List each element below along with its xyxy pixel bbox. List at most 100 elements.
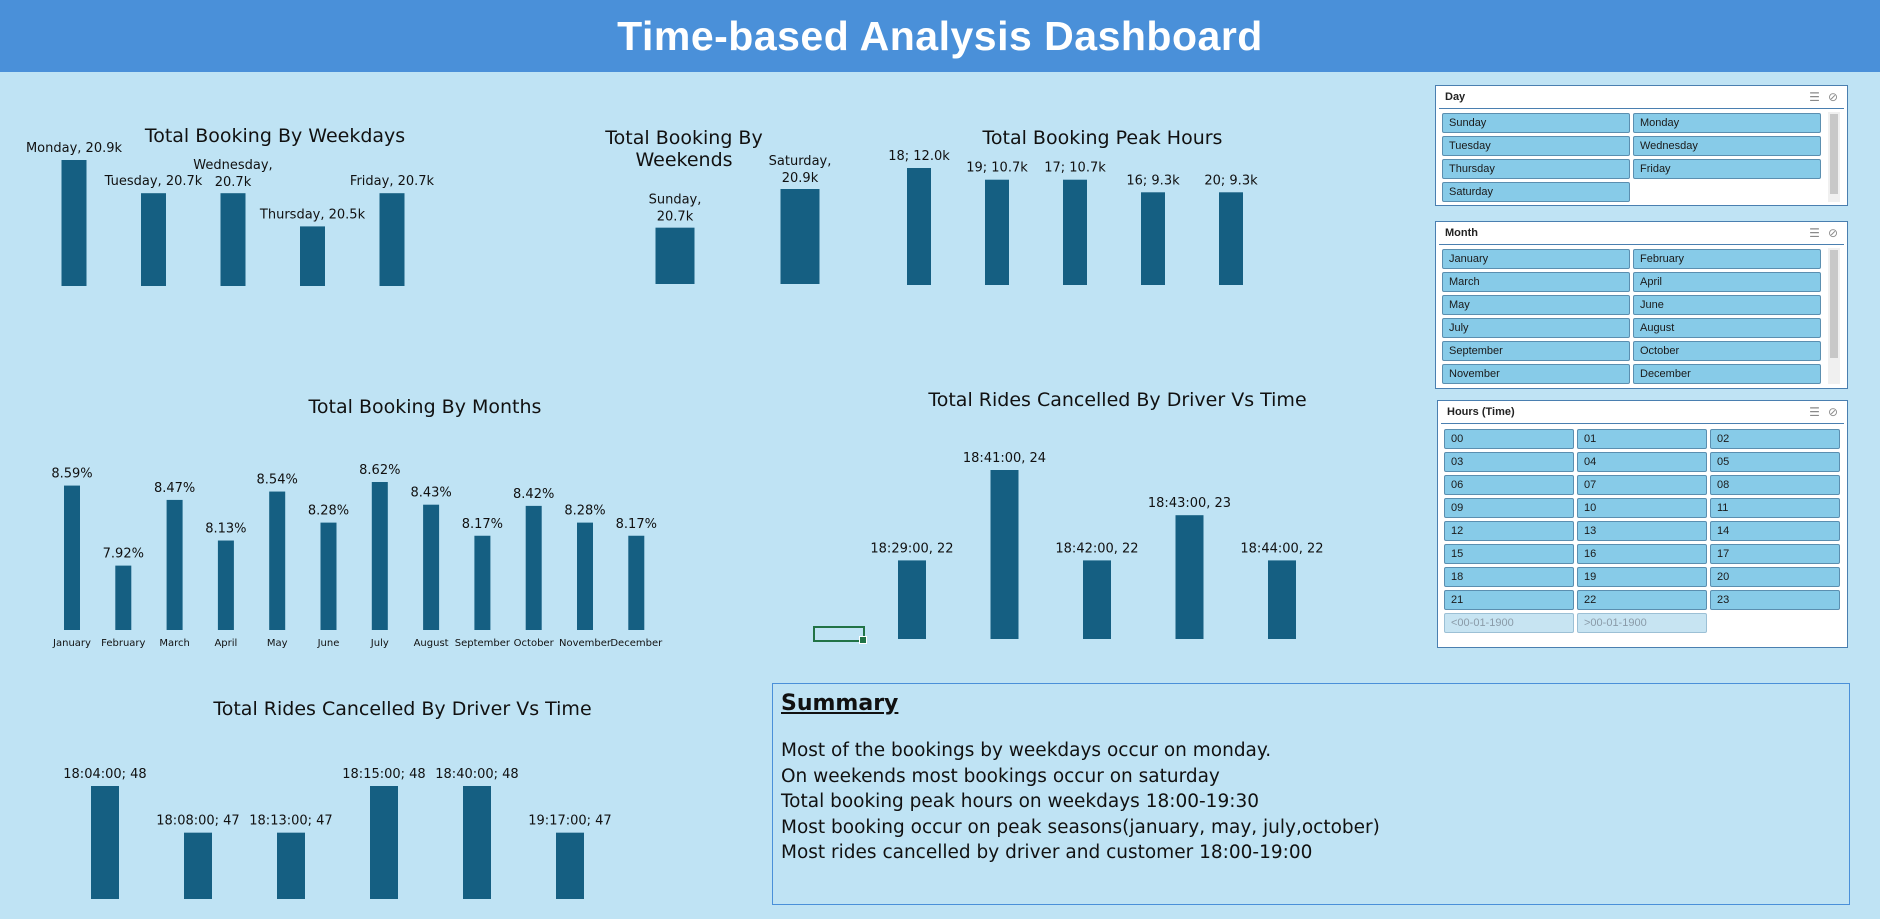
slicer-item[interactable]: 09 [1444,498,1574,518]
slicer-item[interactable]: 00 [1444,429,1574,449]
slicer-item[interactable]: 01 [1577,429,1707,449]
bar[interactable] [269,491,286,630]
slicer-item[interactable]: 02 [1710,429,1840,449]
slicer-item[interactable]: Saturday [1442,182,1630,202]
multi-select-icon[interactable]: ☰ [1809,226,1820,240]
slicer-item[interactable]: 17 [1710,544,1840,564]
slicer-item[interactable]: 07 [1577,475,1707,495]
slicer-item-disabled[interactable]: >00-01-1900 [1577,613,1707,633]
slicer-item[interactable]: 06 [1444,475,1574,495]
bar[interactable] [577,522,593,630]
slicer-item[interactable]: Wednesday [1633,136,1821,156]
bar[interactable] [898,560,926,639]
bar[interactable] [217,540,234,630]
slicer-item[interactable]: November [1442,364,1630,384]
slicer-item[interactable]: 20 [1710,567,1840,587]
slicer-item[interactable]: 13 [1577,521,1707,541]
clear-filter-icon[interactable]: ⊘ [1827,226,1838,240]
bar[interactable] [985,179,1009,285]
data-label: 20.9k [782,171,819,186]
bar[interactable] [628,535,645,630]
slicer-item[interactable]: 04 [1577,452,1707,472]
slicer-title: Month [1445,227,1478,239]
data-label: 18:44:00, 22 [1240,541,1323,556]
data-label: 8.42% [513,487,554,502]
bar[interactable] [371,482,388,630]
slicer-item[interactable]: Friday [1633,159,1821,179]
clear-filter-icon[interactable]: ⊘ [1827,405,1838,419]
bar[interactable] [525,505,542,630]
slicer-item[interactable]: 14 [1710,521,1840,541]
slicer-item[interactable]: March [1442,272,1630,292]
bar[interactable] [463,786,491,899]
slicer-title: Day [1445,91,1466,103]
multi-select-icon[interactable]: ☰ [1809,90,1820,104]
bar[interactable] [907,168,931,285]
bar[interactable] [1063,179,1087,285]
bar[interactable] [91,786,119,899]
slicer-item[interactable]: August [1633,318,1821,338]
slicer-item[interactable]: December [1633,364,1821,384]
fill-handle[interactable] [859,636,867,644]
slicer-item[interactable]: October [1633,341,1821,361]
slicer-item-disabled[interactable]: <00-01-1900 [1444,613,1574,633]
chart-cancel-driver-1: Total Rides Cancelled By Driver Vs Time … [860,389,1375,644]
slicer-item[interactable]: February [1633,249,1821,269]
bar[interactable] [1175,515,1204,639]
slicer-item[interactable]: May [1442,295,1630,315]
bar[interactable] [474,535,491,630]
slicer-item[interactable]: 03 [1444,452,1574,472]
bar[interactable] [655,227,695,284]
bar[interactable] [1083,560,1111,639]
bar[interactable] [990,470,1019,639]
bar[interactable] [300,226,325,286]
slicer-item[interactable]: 15 [1444,544,1574,564]
bar[interactable] [61,160,87,286]
bar[interactable] [220,193,246,286]
slicer-item[interactable]: 22 [1577,590,1707,610]
slicer-item[interactable]: 05 [1710,452,1840,472]
bar[interactable] [115,565,132,630]
bar[interactable] [1141,192,1165,285]
slicer-item[interactable]: Sunday [1442,113,1630,133]
multi-select-icon[interactable]: ☰ [1809,405,1820,419]
scrollbar[interactable] [1828,112,1840,202]
bar[interactable] [780,189,820,284]
bar[interactable] [141,193,166,286]
scrollbar[interactable] [1828,248,1840,384]
slicer-item[interactable]: 10 [1577,498,1707,518]
clear-filter-icon[interactable]: ⊘ [1827,90,1838,104]
slicer-item[interactable]: July [1442,318,1630,338]
selected-cell[interactable] [813,626,867,644]
bar[interactable] [423,504,440,630]
bar[interactable] [1268,560,1296,639]
slicer-item[interactable]: Tuesday [1442,136,1630,156]
slicer-item[interactable]: 16 [1577,544,1707,564]
slicer-item[interactable]: April [1633,272,1821,292]
bar[interactable] [166,499,183,630]
slicer-item[interactable]: 08 [1710,475,1840,495]
bar[interactable] [184,832,212,899]
slicer-item[interactable]: January [1442,249,1630,269]
bar[interactable] [1219,192,1243,285]
slicer-item[interactable]: 11 [1710,498,1840,518]
slicer-item[interactable]: June [1633,295,1821,315]
bar[interactable] [64,485,80,630]
slicer-item[interactable]: 21 [1444,590,1574,610]
slicer-item[interactable]: 12 [1444,521,1574,541]
bar[interactable] [277,832,305,899]
data-label: 19; 10.7k [966,161,1028,176]
slicer-item[interactable]: Thursday [1442,159,1630,179]
bar[interactable] [379,193,405,286]
slicer-item[interactable]: 18 [1444,567,1574,587]
bar[interactable] [370,786,398,899]
bar[interactable] [320,522,337,630]
data-label: 8.13% [205,522,246,537]
slicer-item[interactable]: 23 [1710,590,1840,610]
slicer-item[interactable]: September [1442,341,1630,361]
data-label: 8.43% [410,486,451,501]
bar[interactable] [556,832,584,899]
slicer-item[interactable]: 19 [1577,567,1707,587]
slicer-item[interactable]: Monday [1633,113,1821,133]
data-label: 8.47% [154,481,195,496]
